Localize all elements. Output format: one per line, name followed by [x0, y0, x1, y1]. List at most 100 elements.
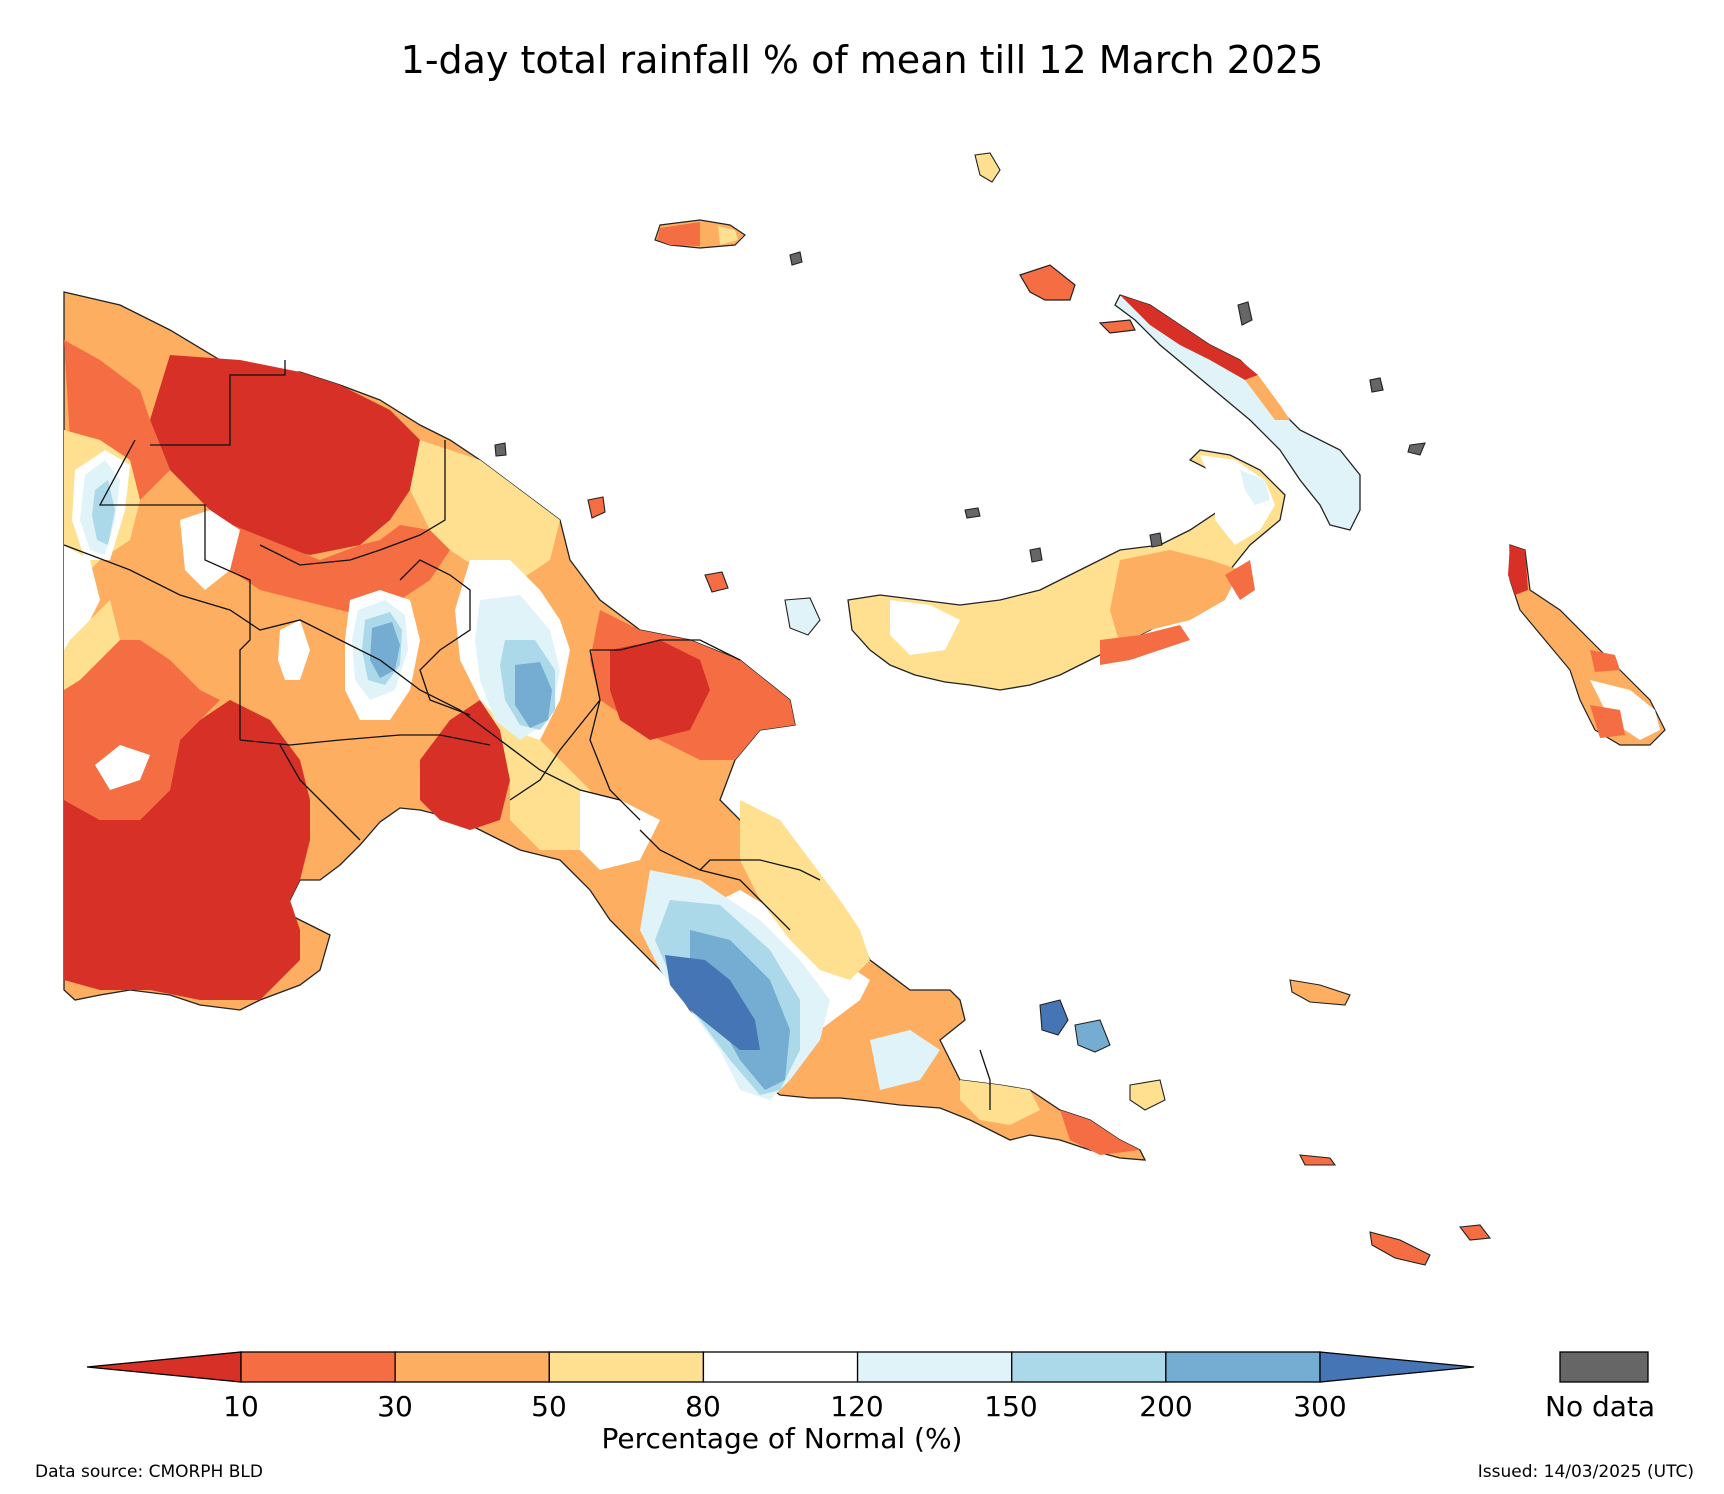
boundary-10 — [639, 829, 791, 931]
boundary-11 — [699, 859, 821, 881]
colorbar — [86, 1351, 1649, 1383]
island-dentrecasteaux — [1039, 999, 1069, 1036]
new-britain-red-tip — [1225, 560, 1255, 600]
new-britain-lightblue-patch — [1240, 470, 1270, 505]
island-nodata-9 — [1369, 377, 1384, 393]
colorbar-tick-label: 150 — [984, 1390, 1038, 1423]
new-britain-red-patch — [1100, 625, 1190, 665]
rain-zone-white-gulf — [580, 790, 660, 870]
new-britain-orange-patch — [1110, 550, 1240, 645]
colorbar-extend-low — [86, 1351, 242, 1383]
boundary-5 — [279, 744, 361, 841]
rain-zone-white-central1 — [180, 510, 240, 590]
island-nodata-4 — [789, 251, 803, 266]
manus-island-red — [657, 222, 700, 246]
boundary-1 — [63, 544, 621, 801]
rain-zone-darkblue-papua — [665, 955, 760, 1050]
island-nodata-3 — [1407, 442, 1426, 456]
colorbar-tick-label: 120 — [830, 1390, 884, 1423]
colorbar-tick-label: 80 — [685, 1390, 721, 1423]
map-title: 1-day total rainfall % of mean till 12 M… — [400, 38, 1324, 82]
new-ireland-red — [1120, 295, 1258, 380]
rain-zone-yellow-north-coast — [410, 440, 560, 580]
colorbar-tick-label: 10 — [223, 1390, 259, 1423]
island-nodata-8 — [1149, 532, 1163, 548]
new-ireland-small-red — [1098, 319, 1136, 334]
nodata-swatch — [1559, 1351, 1649, 1383]
colorbar-extend-high — [1319, 1351, 1475, 1383]
rain-zone-yellow-south — [480, 700, 600, 850]
data-source: Data source: CMORPH BLD — [35, 1462, 263, 1482]
rain-zone-yellow-west2 — [64, 600, 120, 690]
rain-zone-steelblue-highlands — [370, 622, 400, 678]
issued-date: Issued: 14/03/2025 (UTC) — [1477, 1462, 1694, 1482]
nodata-label: No data — [1545, 1390, 1656, 1423]
island-se-tip-group — [1129, 1079, 1166, 1111]
colorbar-segment — [394, 1351, 550, 1383]
boundary-6 — [399, 559, 471, 716]
island-rossel — [1458, 1224, 1492, 1241]
island-karkar — [587, 496, 606, 519]
island-nodata-1 — [1237, 301, 1253, 326]
province-boundaries — [63, 360, 991, 1110]
colorbar-tick-label: 300 — [1293, 1390, 1347, 1423]
island-nodata-6 — [1029, 547, 1043, 563]
boundary-13 — [979, 1049, 991, 1110]
rain-zone-orange-se-tip — [1060, 1110, 1140, 1155]
boundary-8 — [590, 639, 741, 661]
island-long — [704, 571, 729, 593]
bougainville-red — [1508, 545, 1528, 595]
new-ireland — [1019, 264, 1361, 531]
boundary-4 — [239, 734, 491, 746]
rain-zone-dark-red-southwest — [64, 700, 310, 1000]
colorbar-title: Percentage of Normal (%) — [601, 1422, 963, 1455]
new-britain-white-patch — [890, 600, 960, 655]
island-woodlark — [1289, 979, 1351, 1006]
island-dentrecasteaux-2 — [1074, 1019, 1111, 1053]
boundary-12 — [509, 699, 601, 801]
rain-zone-blue-west — [92, 480, 115, 545]
manus-island-yellow — [718, 226, 738, 245]
boundary-3 — [98, 439, 251, 740]
colorbar-segment — [548, 1351, 705, 1383]
boundary-9 — [589, 649, 641, 821]
bougainville-red-patch2 — [1590, 705, 1625, 738]
boundary-7 — [259, 440, 446, 566]
colorbar-tick-label: 50 — [531, 1390, 567, 1423]
rain-zone-yellow-se — [960, 1080, 1040, 1125]
colorbar-tick-label: 200 — [1139, 1390, 1193, 1423]
rain-zone-white-west — [64, 545, 100, 650]
rain-zone-white-central2 — [278, 620, 310, 680]
bougainville-red-patch — [1590, 650, 1620, 672]
boundary-2 — [150, 360, 286, 446]
colorbar-segment — [240, 1351, 396, 1383]
rain-zone-dark-red-fly — [420, 700, 510, 830]
new-britain-base — [847, 449, 1286, 691]
new-britain — [847, 449, 1286, 691]
colorbar-segment — [1011, 1351, 1167, 1383]
island-umboi — [784, 597, 821, 636]
bougainville — [1508, 544, 1666, 746]
island-mussau — [974, 152, 1001, 183]
colorbar-tick-label: 30 — [377, 1390, 413, 1423]
new-ireland-orange — [1245, 375, 1290, 420]
island-misima — [1299, 1154, 1337, 1166]
rain-zone-yellow-morobe-coast — [740, 800, 870, 980]
rain-zone-lightblue-se — [870, 1030, 940, 1090]
bougainville-white — [1590, 680, 1660, 740]
rain-zone-white-west-blob2 — [95, 745, 150, 790]
new-ireland-west-orange — [1019, 264, 1076, 301]
rain-zone-dark-red-north — [150, 355, 420, 555]
island-nodata-2 — [494, 442, 507, 457]
colorbar-segment — [702, 1351, 859, 1383]
mainland — [63, 291, 1147, 1161]
manus-island — [654, 219, 746, 249]
colorbar-segment — [1165, 1351, 1321, 1383]
small-islands — [494, 152, 1492, 1266]
colorbar-segment — [856, 1351, 1013, 1383]
island-nodata-7 — [964, 507, 981, 519]
rain-zone-dark-red-madang — [610, 640, 710, 740]
rain-zone-steelblue-east — [515, 662, 552, 728]
colorbar-segments — [240, 1351, 1321, 1383]
